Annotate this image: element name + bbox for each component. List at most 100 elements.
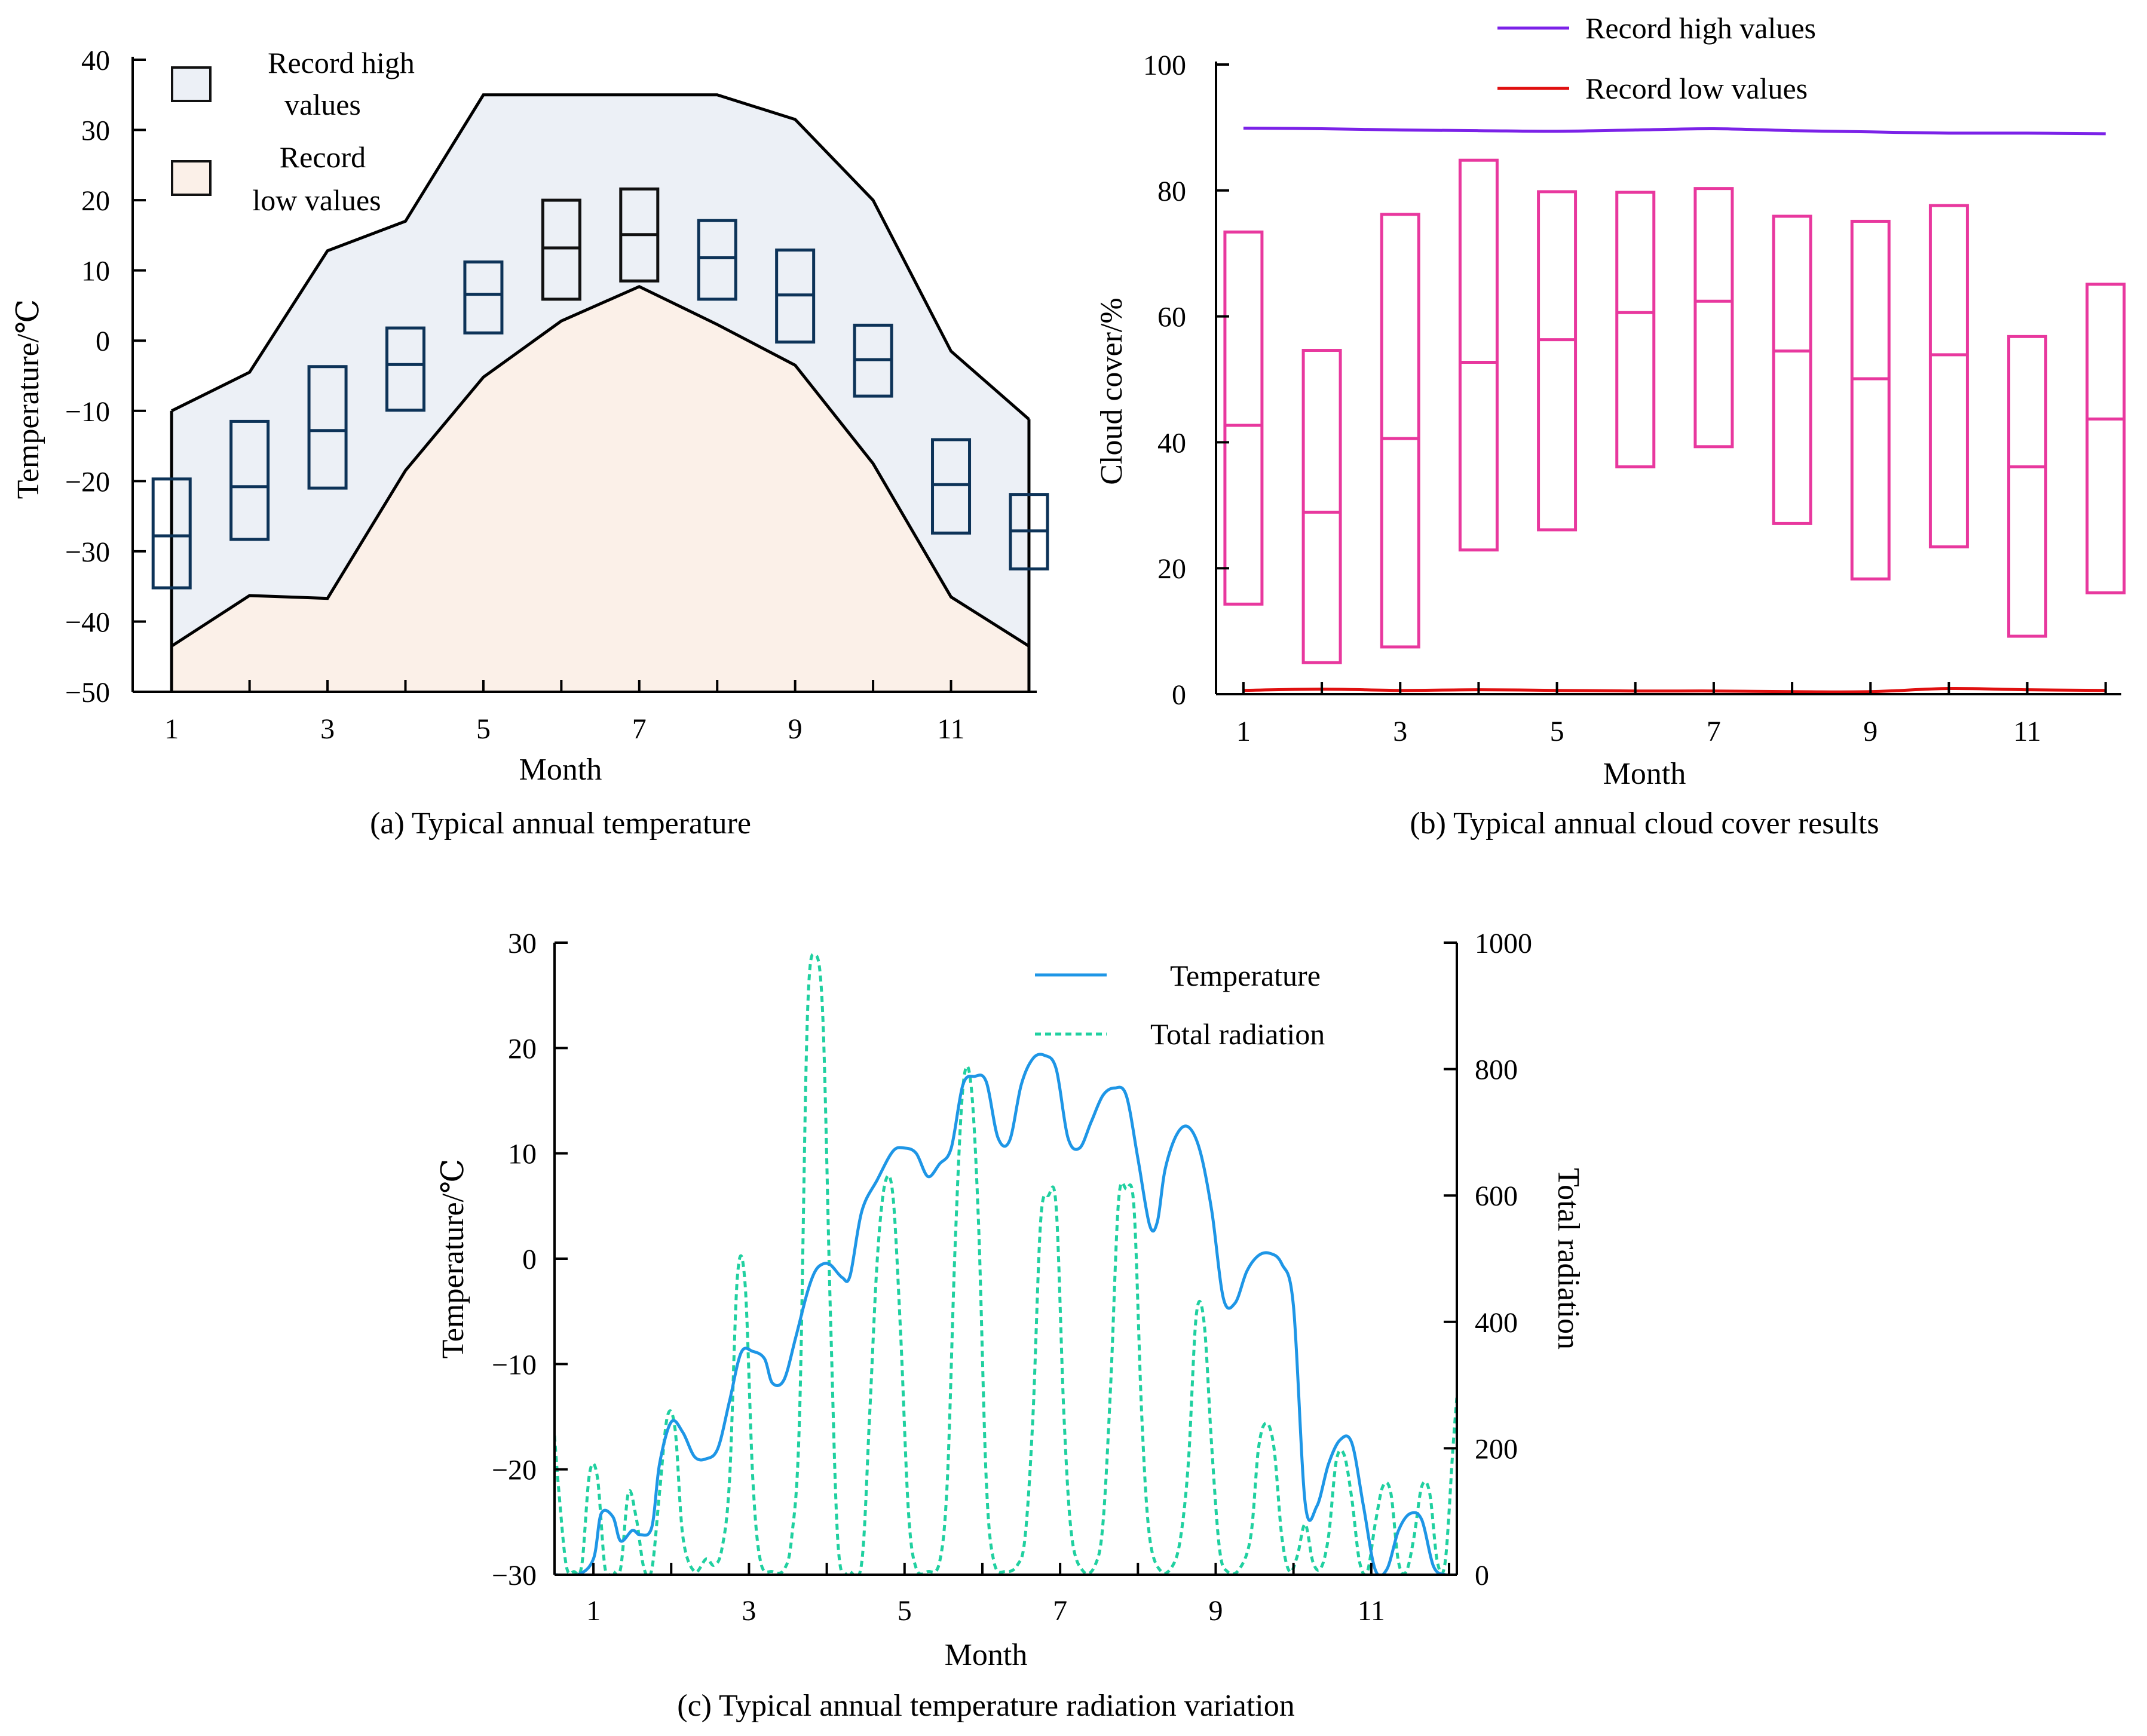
y-tick-label: 20 bbox=[1157, 553, 1186, 585]
record-high-line bbox=[171, 93, 1030, 421]
x-tick-label: 5 bbox=[898, 1595, 912, 1627]
cloud-box-month-12 bbox=[2085, 283, 2126, 594]
panel-a-temperature-chart: −50 −40 −30 −20 −10 0 10 20 30 40 1 3 5 7 9 11 Month Te… bbox=[11, 45, 1049, 841]
x-tick-label: 7 bbox=[1707, 716, 1721, 747]
cloud-record-low-line bbox=[1243, 686, 2106, 694]
panel-a-legend-swatch-high bbox=[171, 66, 212, 102]
x-tick-label: 7 bbox=[1053, 1595, 1067, 1627]
x-tick-label: 3 bbox=[742, 1595, 756, 1627]
panel-c-caption: (c) Typical annual temperature radiation… bbox=[677, 1689, 1295, 1723]
panel-a-caption: (a) Typical annual temperature bbox=[370, 806, 751, 841]
panel-c-x-axis-title: Month bbox=[945, 1638, 1028, 1672]
y-tick-label: 40 bbox=[81, 45, 110, 76]
panel-a-legend-swatch-low bbox=[171, 160, 212, 196]
y-tick-label: 10 bbox=[81, 256, 110, 287]
cloud-record-high-line bbox=[1243, 127, 2106, 136]
panel-a-x-axis-title: Month bbox=[519, 753, 602, 787]
temperature-box-month-4 bbox=[385, 326, 426, 412]
panel-b-y-axis-title: Cloud cover/% bbox=[1095, 297, 1129, 484]
temperature-line bbox=[555, 1053, 1457, 1575]
x-tick-label: 9 bbox=[788, 713, 803, 745]
y-tick-label: 60 bbox=[1157, 302, 1186, 333]
panel-a-axes: −50 −40 −30 −20 −10 0 10 20 30 40 1 3 5 7 9 11 bbox=[65, 45, 1037, 745]
y-tick-label: 0 bbox=[1172, 679, 1186, 711]
y-tick-label: −20 bbox=[65, 466, 110, 498]
panel-b-caption: (b) Typical annual cloud cover results bbox=[1410, 806, 1879, 841]
cloud-box-month-3 bbox=[1380, 213, 1420, 649]
panel-b-legend-label-high: Record high values bbox=[1585, 11, 1816, 45]
y-tick-label: 80 bbox=[1157, 176, 1186, 207]
y-tick-label: 20 bbox=[508, 1033, 537, 1065]
cloud-box-month-6 bbox=[1615, 191, 1656, 469]
cloud-box-month-9 bbox=[1850, 219, 1891, 581]
panel-c-legend: Temperature Total radiation bbox=[1035, 959, 1325, 1051]
y2-tick-label: 400 bbox=[1475, 1307, 1518, 1339]
panel-b-x-axis-title: Month bbox=[1603, 757, 1686, 791]
panel-b-record-lines bbox=[1243, 127, 2106, 694]
panel-b-legend-label-low: Record low values bbox=[1585, 72, 1808, 105]
y-tick-label: −50 bbox=[65, 677, 110, 708]
y-tick-label: −10 bbox=[65, 396, 110, 428]
panel-a-boxes bbox=[151, 187, 1049, 590]
x-tick-label: 7 bbox=[632, 713, 647, 745]
cloud-box-month-7 bbox=[1693, 187, 1734, 449]
x-tick-label: 9 bbox=[1863, 716, 1878, 747]
x-tick-label: 1 bbox=[586, 1595, 601, 1627]
x-tick-label: 3 bbox=[1393, 716, 1407, 747]
y2-tick-label: 200 bbox=[1475, 1433, 1518, 1465]
panel-c-y2-axis-title: Total radiation bbox=[1551, 1168, 1585, 1349]
panel-a-legend-label-high-line2: values bbox=[284, 88, 361, 121]
y-tick-label: 0 bbox=[522, 1244, 537, 1275]
x-tick-label: 5 bbox=[1550, 716, 1564, 747]
y2-tick-label: 1000 bbox=[1475, 928, 1532, 959]
panel-a-area-fills bbox=[170, 93, 1031, 692]
panel-a-legend-label-high-line1: Record high bbox=[268, 46, 415, 79]
y-tick-label: 0 bbox=[96, 326, 110, 357]
y2-tick-label: 0 bbox=[1475, 1560, 1489, 1591]
y2-tick-label: 800 bbox=[1475, 1054, 1518, 1086]
x-tick-label: 11 bbox=[2013, 716, 2041, 747]
y-tick-label: 30 bbox=[81, 115, 110, 147]
panel-a-legend-label-low-line2: low values bbox=[252, 183, 381, 217]
panel-b-boxes bbox=[1223, 158, 2126, 664]
temperature-box-month-6 bbox=[541, 198, 581, 301]
y-tick-label: −10 bbox=[492, 1349, 537, 1381]
y2-tick-label: 600 bbox=[1475, 1180, 1518, 1212]
panel-c-temperature-radiation-chart: −30 −20 −10 0 10 20 30 0 200 400 600 800 1000 1 3 5 7 9 11… bbox=[436, 928, 1585, 1723]
panel-a-legend-label-low-line1: Record bbox=[280, 140, 366, 174]
panel-c-legend-label-temperature: Temperature bbox=[1170, 959, 1321, 992]
temperature-box-month-5 bbox=[463, 260, 504, 335]
y-tick-label: 40 bbox=[1157, 427, 1186, 459]
y-tick-label: 30 bbox=[508, 928, 537, 959]
temperature-box-month-1 bbox=[151, 477, 192, 590]
total-radiation-line bbox=[555, 953, 1457, 1575]
x-tick-label: 9 bbox=[1208, 1595, 1223, 1627]
x-tick-label: 11 bbox=[1358, 1595, 1385, 1627]
x-tick-label: 11 bbox=[937, 713, 964, 745]
x-tick-label: 3 bbox=[320, 713, 335, 745]
x-tick-label: 5 bbox=[476, 713, 491, 745]
cloud-box-month-5 bbox=[1537, 190, 1578, 532]
y-tick-label: 100 bbox=[1143, 50, 1186, 81]
cloud-box-month-2 bbox=[1301, 349, 1342, 664]
cloud-box-month-1 bbox=[1223, 230, 1264, 606]
record-low-line bbox=[170, 284, 1030, 648]
panel-c-axes: −30 −20 −10 0 10 20 30 0 200 400 600 800 1000 1 3 5 7 9 11 bbox=[492, 928, 1532, 1627]
panel-c-legend-label-radiation: Total radiation bbox=[1150, 1017, 1325, 1051]
panel-b-axes: 0 20 40 60 80 100 1 3 5 7 9 11 bbox=[1143, 50, 2121, 747]
y-tick-label: 10 bbox=[508, 1139, 537, 1170]
record-low-area bbox=[171, 286, 1029, 692]
cloud-box-month-4 bbox=[1458, 158, 1499, 552]
cloud-box-month-8 bbox=[1772, 214, 1812, 525]
temperature-box-month-3 bbox=[307, 365, 348, 490]
y-tick-label: −20 bbox=[492, 1455, 537, 1486]
panel-a-y-axis-title: Temperature/℃ bbox=[11, 299, 45, 499]
y-tick-label: −30 bbox=[65, 536, 110, 568]
temperature-box-month-11 bbox=[931, 438, 972, 535]
cloud-box-month-10 bbox=[1928, 204, 1969, 548]
temperature-box-month-2 bbox=[229, 419, 270, 541]
panel-c-y-axis-title: Temperature/℃ bbox=[436, 1159, 470, 1359]
x-tick-label: 1 bbox=[1236, 716, 1251, 747]
